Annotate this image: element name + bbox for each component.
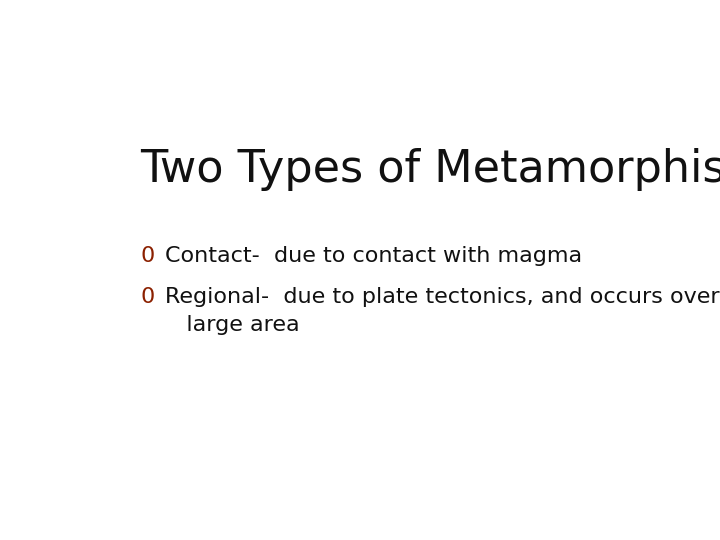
- Text: Two Types of Metamorphism: Two Types of Metamorphism: [140, 148, 720, 191]
- Text: 0: 0: [140, 246, 155, 266]
- Text: Regional-  due to plate tectonics, and occurs over a
   large area: Regional- due to plate tectonics, and oc…: [166, 287, 720, 335]
- Text: Contact-  due to contact with magma: Contact- due to contact with magma: [166, 246, 582, 266]
- Text: 0: 0: [140, 287, 155, 307]
